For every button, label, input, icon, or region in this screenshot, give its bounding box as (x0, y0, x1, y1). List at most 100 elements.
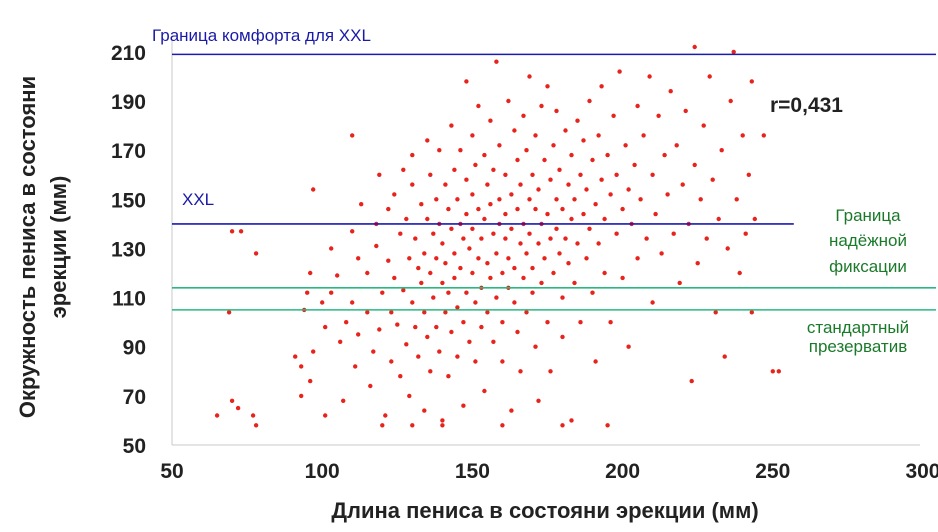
data-point (536, 241, 541, 246)
data-point (356, 256, 361, 261)
data-point (353, 364, 358, 369)
data-point (398, 374, 403, 379)
data-point (491, 339, 496, 344)
data-point (458, 148, 463, 153)
data-point (500, 359, 505, 364)
data-point (590, 290, 595, 295)
data-point (485, 310, 490, 315)
data-point (635, 103, 640, 109)
data-point (386, 206, 391, 212)
data-point (356, 332, 361, 337)
data-point (509, 226, 514, 231)
data-point (509, 192, 514, 197)
data-point (536, 398, 541, 403)
annotation-standard-line1: стандартный (807, 318, 909, 337)
data-point (521, 275, 526, 281)
data-point (518, 182, 523, 187)
data-point (761, 133, 766, 138)
data-point (527, 197, 532, 202)
data-point (443, 310, 448, 315)
data-point (473, 162, 478, 168)
data-point (737, 270, 742, 276)
data-point (620, 275, 625, 281)
data-point (530, 290, 535, 295)
data-point (539, 280, 544, 286)
data-point (386, 258, 391, 263)
data-point (329, 290, 334, 295)
data-point (449, 226, 454, 231)
data-point (725, 246, 730, 251)
data-point (749, 310, 754, 315)
y-axis-title-line2: эрекции (мм) (46, 176, 71, 319)
data-point (611, 113, 616, 119)
data-point (548, 236, 553, 241)
data-point (422, 310, 427, 315)
data-point (476, 103, 481, 109)
data-point (581, 211, 586, 217)
data-point (695, 261, 700, 266)
data-point (226, 310, 232, 315)
data-point (410, 423, 415, 428)
data-point (320, 300, 325, 305)
x-tick-labels: 50 100 150 200 250 300 (160, 460, 938, 483)
x-tick-label: 100 (305, 460, 340, 483)
data-point (545, 84, 550, 89)
data-point (365, 270, 370, 276)
data-point (389, 310, 394, 315)
data-point (377, 327, 382, 332)
data-point (440, 241, 445, 246)
data-point (569, 216, 574, 222)
data-point (560, 334, 565, 340)
data-point (569, 418, 574, 423)
data-point (548, 369, 553, 374)
data-point (479, 324, 484, 330)
data-point (623, 143, 628, 148)
data-point (407, 256, 412, 261)
data-point (560, 423, 565, 428)
data-point (584, 256, 589, 261)
x-tick-label: 250 (755, 460, 790, 483)
data-point (383, 413, 388, 418)
data-point (602, 216, 607, 222)
data-point (536, 187, 541, 192)
x-tick-label: 150 (455, 460, 490, 483)
data-point (605, 152, 610, 158)
data-point (545, 211, 550, 217)
data-point (524, 310, 529, 315)
data-point (533, 206, 538, 212)
data-point (500, 320, 505, 325)
data-point (677, 280, 682, 286)
data-point (491, 167, 496, 172)
data-point (311, 187, 316, 192)
data-point (512, 300, 517, 305)
data-point (410, 300, 415, 305)
data-point (374, 243, 379, 249)
data-point (509, 408, 514, 413)
data-point (401, 167, 406, 172)
data-point (683, 108, 688, 114)
data-point (455, 197, 460, 202)
data-point (746, 172, 751, 177)
data-point (599, 177, 604, 182)
data-point (512, 265, 517, 271)
data-point (253, 251, 259, 256)
data-point (554, 226, 559, 231)
data-point (530, 172, 535, 177)
data-point (443, 261, 448, 266)
y-tick-label: 110 (112, 288, 146, 311)
data-point (557, 167, 562, 172)
data-point (743, 231, 748, 236)
data-point (716, 216, 721, 222)
data-point (569, 152, 574, 158)
data-point (749, 79, 754, 84)
data-point (488, 202, 493, 207)
data-point (527, 231, 532, 236)
data-point (503, 236, 508, 241)
data-point (566, 182, 571, 187)
data-point (365, 310, 370, 315)
data-point (437, 148, 442, 153)
data-point (250, 413, 256, 418)
y-tick-labels: 50 70 90 110 130 150 170 190 210 (111, 42, 146, 458)
data-point (431, 295, 436, 300)
